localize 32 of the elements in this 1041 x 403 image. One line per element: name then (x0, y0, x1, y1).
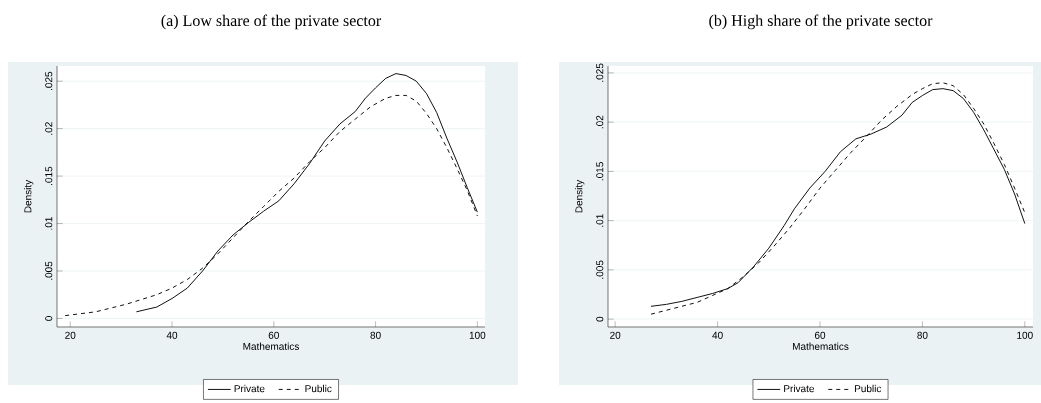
x-tick-label: 60 (814, 331, 826, 339)
x-tick-label: 40 (712, 331, 723, 339)
chart-title: (b) High share of the private sector (709, 14, 933, 30)
x-tick-label: 20 (610, 331, 621, 339)
x-tick-label: 60 (268, 331, 279, 339)
y-tick-label: .02 (45, 122, 53, 135)
y-tick-label: .025 (596, 63, 604, 82)
y-tick-label: .015 (596, 162, 604, 181)
legend-label: Public (305, 384, 332, 393)
x-axis-title: Mathematics (243, 342, 299, 350)
y-tick-label: .01 (596, 214, 604, 227)
x-tick-label: 20 (65, 331, 76, 339)
y-tick-label: .015 (45, 166, 53, 185)
y-tick-label: .005 (596, 260, 604, 279)
chart-title: (a) Low share of the private sector (161, 14, 382, 30)
y-tick-label: .02 (596, 115, 604, 129)
legend-label: Public (854, 384, 882, 393)
x-tick-label: 80 (370, 331, 381, 339)
legend-label: Private (234, 384, 265, 393)
legend-label: Private (784, 384, 815, 393)
x-tick-label: 80 (917, 331, 928, 339)
y-axis-title: Density (24, 179, 34, 213)
y-tick-label: .005 (45, 261, 53, 280)
x-tick-label: 40 (166, 331, 178, 339)
y-tick-label: .01 (45, 217, 53, 230)
x-tick-label: 100 (1017, 331, 1033, 339)
y-axis-title: Density (575, 179, 585, 213)
y-tick-label: 0 (596, 316, 604, 322)
x-axis-title: Mathematics (792, 342, 849, 350)
y-tick-label: .025 (45, 71, 53, 90)
y-tick-label: 0 (45, 316, 53, 321)
x-tick-label: 100 (469, 331, 486, 339)
